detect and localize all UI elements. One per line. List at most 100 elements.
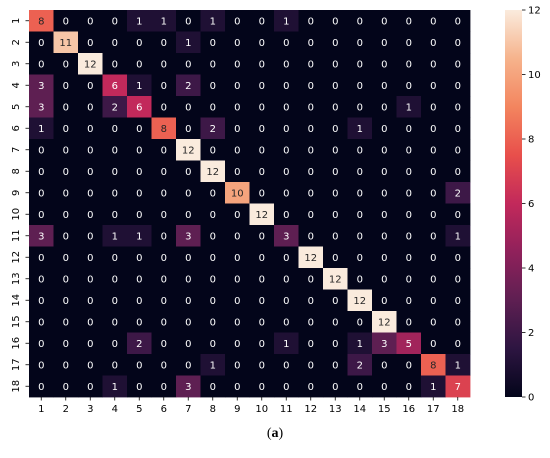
cell-r1-c16 [396, 10, 422, 32]
cell-r2-c12 [298, 31, 324, 54]
cell-label-r6-c17: 0 [430, 124, 436, 135]
cell-label-r4-c17: 0 [430, 81, 436, 92]
cell-r7-c5 [127, 139, 152, 161]
cell-r11-c17 [421, 225, 446, 247]
cell-r13-c6 [151, 268, 177, 290]
cell-label-r17-c14: 2 [357, 360, 363, 371]
cell-label-r10-c5: 0 [136, 210, 142, 221]
cell-label-r16-c16: 5 [406, 339, 412, 350]
cell-label-r16-c2: 0 [63, 339, 69, 350]
cell-label-r3-c13: 0 [332, 59, 338, 70]
cell-r2-c14 [347, 31, 373, 54]
cell-label-r15-c9: 0 [234, 317, 240, 328]
cell-r3-c6 [151, 53, 177, 75]
y-tick-label-6: 6 [11, 125, 22, 131]
x-tick-label-5: 5 [136, 404, 142, 415]
cell-label-r9-c3: 0 [87, 188, 93, 199]
cell-label-r15-c10: 0 [259, 317, 265, 328]
cell-label-r12-c7: 0 [185, 253, 191, 264]
cell-r5-c15 [372, 96, 397, 118]
cell-label-r9-c8: 0 [210, 188, 216, 199]
cell-label-r12-c4: 0 [112, 253, 118, 264]
cell-label-r13-c13: 12 [329, 274, 342, 285]
cell-r4-c11 [274, 74, 299, 97]
cell-r6-c15 [372, 117, 397, 140]
cell-label-r14-c17: 0 [430, 296, 436, 307]
cell-r9-c3 [78, 182, 103, 204]
cell-r16-c9 [225, 332, 250, 355]
cell-label-r16-c13: 0 [332, 339, 338, 350]
cell-r8-c6 [151, 160, 177, 183]
cell-r1-c17 [421, 10, 446, 32]
cell-r5-c8 [200, 96, 226, 118]
cell-label-r7-c18: 0 [455, 145, 461, 156]
cell-label-r14-c7: 0 [185, 296, 191, 307]
cell-r15-c3 [78, 311, 103, 333]
cell-label-r5-c3: 0 [87, 102, 93, 113]
cell-label-r13-c17: 0 [430, 274, 436, 285]
cell-label-r11-c15: 0 [381, 231, 387, 242]
cell-label-r10-c4: 0 [112, 210, 118, 221]
cell-label-r3-c3: 12 [84, 59, 97, 70]
y-tick-label-12: 12 [11, 251, 22, 264]
cell-r5-c14 [347, 96, 373, 118]
cell-r6-c10 [249, 117, 275, 140]
cell-r7-c2 [53, 139, 79, 161]
cell-r17-c13 [323, 354, 348, 376]
cell-label-r13-c7: 0 [185, 274, 191, 285]
cell-r18-c3 [78, 375, 103, 398]
cell-r18-c4 [102, 375, 128, 398]
cell-label-r1-c17: 0 [430, 16, 436, 27]
cell-r5-c13 [323, 96, 348, 118]
cell-label-r7-c10: 0 [259, 145, 265, 156]
cell-label-r12-c3: 0 [87, 253, 93, 264]
cell-label-r18-c3: 0 [87, 382, 93, 393]
cell-label-r10-c18: 0 [455, 210, 461, 221]
cell-label-r2-c4: 0 [112, 38, 118, 49]
cell-r6-c12 [298, 117, 324, 140]
cell-r18-c16 [396, 375, 422, 398]
cell-r16-c1 [29, 332, 54, 355]
y-tick-label-1: 1 [11, 18, 22, 24]
cell-r6-c11 [274, 117, 299, 140]
cell-r14-c9 [225, 289, 250, 312]
cell-label-r11-c12: 0 [308, 231, 314, 242]
cell-r17-c15 [372, 354, 397, 376]
cell-label-r6-c5: 0 [136, 124, 142, 135]
cell-r8-c12 [298, 160, 324, 183]
cell-label-r3-c7: 0 [185, 59, 191, 70]
cell-r5-c1 [29, 96, 54, 118]
cell-label-r7-c13: 0 [332, 145, 338, 156]
cell-label-r8-c16: 0 [406, 167, 412, 178]
cell-r7-c10 [249, 139, 275, 161]
cell-label-r18-c16: 0 [406, 382, 412, 393]
caption-open: ( [266, 426, 272, 441]
cell-label-r8-c6: 0 [161, 167, 167, 178]
cell-r8-c2 [53, 160, 79, 183]
cell-r16-c4 [102, 332, 128, 355]
cell-r9-c9 [225, 182, 250, 204]
cell-r7-c17 [421, 139, 446, 161]
cell-r15-c9 [225, 311, 250, 333]
cell-r15-c14 [347, 311, 373, 333]
cell-label-r4-c11: 0 [283, 81, 289, 92]
cell-label-r7-c7: 12 [182, 145, 195, 156]
cell-label-r1-c16: 0 [406, 16, 412, 27]
cell-label-r13-c6: 0 [161, 274, 167, 285]
cell-label-r1-c9: 0 [234, 16, 240, 27]
cell-label-r5-c15: 0 [381, 102, 387, 113]
cell-label-r2-c18: 0 [455, 38, 461, 49]
cell-r16-c15 [372, 332, 397, 355]
cell-r8-c10 [249, 160, 275, 183]
cell-label-r11-c5: 1 [136, 231, 142, 242]
cell-r13-c1 [29, 268, 54, 290]
cell-r4-c4 [102, 74, 128, 97]
cell-label-r3-c17: 0 [430, 59, 436, 70]
cell-r7-c8 [200, 139, 226, 161]
cell-r13-c3 [78, 268, 103, 290]
cell-label-r14-c5: 0 [136, 296, 142, 307]
x-tick-label-13: 13 [329, 404, 342, 415]
cell-label-r4-c4: 6 [112, 81, 118, 92]
y-tick-label-7: 7 [11, 147, 22, 153]
cell-label-r10-c2: 0 [63, 210, 69, 221]
